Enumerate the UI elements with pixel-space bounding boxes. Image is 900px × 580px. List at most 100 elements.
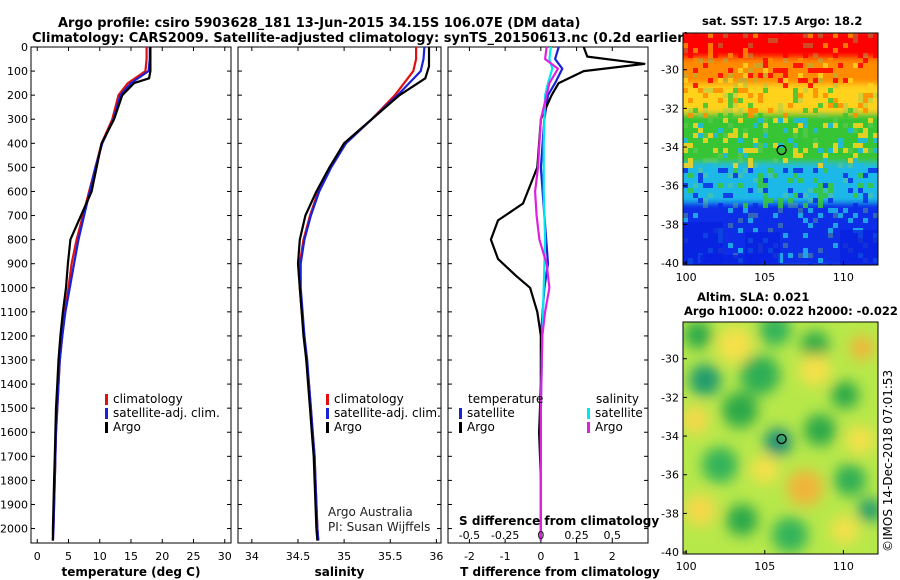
y-tick-label: 500 xyxy=(7,161,28,174)
sla-anomaly-blob xyxy=(799,354,831,386)
salinity-diff-tick-label: 0 xyxy=(537,529,544,542)
map-y-tick-label: -34 xyxy=(661,430,679,443)
series-line-argo xyxy=(296,47,431,541)
legend-swatch xyxy=(105,408,108,419)
map-y-tick-label: -36 xyxy=(661,180,679,193)
legend-label: Argo xyxy=(113,420,141,434)
salinity-diff-tick-label: -0.25 xyxy=(491,529,519,542)
legend-swatch xyxy=(459,408,462,419)
salinity-diff-tick-label: 0.25 xyxy=(564,529,589,542)
legend-swatch xyxy=(105,394,108,405)
credit-line-2: PI: Susan Wijffels xyxy=(328,520,430,534)
title-line-2: Climatology: CARS2009. Satellite-adjuste… xyxy=(32,31,690,46)
legend-label: satellite-adj. clim. xyxy=(334,406,441,420)
salinity-diff-axis-label: S difference from climatology xyxy=(459,514,659,528)
difference-profile-panel: -2 -1 0 1 2 T difference from climatology temp… xyxy=(447,46,660,579)
map-x-tick-label: 105 xyxy=(754,560,775,573)
legend-swatch xyxy=(587,422,590,433)
y-tick-label: 1700 xyxy=(0,450,28,463)
map-y-tick-label: -34 xyxy=(661,141,679,154)
map-x-tick-label: 105 xyxy=(754,271,775,284)
imos-stamp: ©IMOS 14-Dec-2018 07:01:53 xyxy=(881,370,895,552)
title-line-1: Argo profile: csiro 5903628_181 13-Jun-2… xyxy=(58,16,580,31)
map-y-tick-label: -30 xyxy=(661,64,679,77)
sla-map-subtitle: Argo h1000: 0.022 h2000: -0.022 xyxy=(684,304,898,318)
y-tick-label: 1900 xyxy=(0,498,28,511)
salinity-profile-panel: 34 34.5 35 35.5 36 salinity climatologysatelli… xyxy=(237,46,443,579)
difference-profile-frame xyxy=(447,46,649,544)
legend-label: satellite-adj. clim. xyxy=(113,406,220,420)
salinity-diff-tick-label: 0.5 xyxy=(604,529,622,542)
legend-swatch xyxy=(326,394,329,405)
y-tick-label: 400 xyxy=(7,137,28,150)
series-line-s-argo xyxy=(533,47,560,541)
sla-anomaly-blob xyxy=(726,504,758,536)
legend-title-temperature: temperature xyxy=(468,392,543,406)
legend-label: satellite xyxy=(467,406,515,420)
x-tick-label: 2 xyxy=(609,550,616,563)
legend-label: satellite xyxy=(595,406,643,420)
sst-map-title: sat. SST: 17.5 Argo: 18.2 xyxy=(702,14,862,28)
sla-anomaly-blob xyxy=(702,447,738,483)
series-line-satellite-adj-clim- xyxy=(299,47,426,541)
salinity-diff-tick-label: -0.5 xyxy=(459,529,480,542)
salinity-profile-frame xyxy=(237,46,442,544)
argo-float-marker xyxy=(776,433,787,445)
legend-label: climatology xyxy=(334,392,404,406)
sla-map-frame xyxy=(682,321,879,555)
y-tick-label: 100 xyxy=(7,65,28,78)
legend-swatch xyxy=(587,408,590,419)
sla-anomaly-blob xyxy=(831,516,859,544)
y-tick-label: 1400 xyxy=(0,378,28,391)
x-tick-label: 0 xyxy=(34,550,41,563)
x-tick-label: 35 xyxy=(337,550,351,563)
sla-anomaly-blob xyxy=(759,322,791,346)
x-axis-label: salinity xyxy=(315,565,365,579)
x-tick-label: 25 xyxy=(187,550,201,563)
sla-anomaly-blob xyxy=(684,322,712,349)
x-tick-label: 36 xyxy=(429,550,443,563)
y-tick-label: 1000 xyxy=(0,282,28,295)
temperature-profile-frame xyxy=(30,46,232,544)
sla-anomaly-blob xyxy=(834,464,866,496)
map-y-tick-label: -30 xyxy=(661,353,679,366)
y-tick-label: 0 xyxy=(21,41,28,54)
sla-map-title: Altim. SLA: 0.021 xyxy=(697,290,809,304)
legend-swatch xyxy=(326,408,329,419)
y-tick-label: 1100 xyxy=(0,306,28,319)
profile-panels: 0100200300400500600700800900100011001200… xyxy=(0,41,660,579)
sla-anomaly-blob xyxy=(858,498,878,522)
y-tick-label: 1600 xyxy=(0,426,28,439)
argo-float-marker xyxy=(776,144,787,156)
series-line-s-satellite xyxy=(539,47,554,541)
sla-anomaly-blob xyxy=(751,456,779,484)
series-line-climatology xyxy=(298,47,418,541)
legend-label: Argo xyxy=(467,420,495,434)
sla-map: Altim. SLA: 0.021 Argo h1000: 0.022 h200… xyxy=(661,290,898,573)
legend-label: Argo xyxy=(595,420,623,434)
temperature-profile-panel: 0100200300400500600700800900100011001200… xyxy=(0,41,232,579)
sst-map: sat. SST: 17.5 Argo: 18.2 100 105 110 -30 -3… xyxy=(661,14,879,284)
x-tick-label: 34.5 xyxy=(286,550,311,563)
legend-label: climatology xyxy=(113,392,183,406)
y-tick-label: 1200 xyxy=(0,330,28,343)
sla-anomaly-blob xyxy=(722,392,758,428)
y-tick-label: 600 xyxy=(7,185,28,198)
sla-anomaly-blob xyxy=(787,470,823,506)
y-tick-label: 2000 xyxy=(0,523,28,536)
x-tick-label: 10 xyxy=(93,550,107,563)
legend-swatch xyxy=(459,422,462,433)
x-tick-label: 30 xyxy=(218,550,232,563)
y-tick-label: 1800 xyxy=(0,474,28,487)
x-tick-label: 5 xyxy=(65,550,72,563)
y-tick-label: 300 xyxy=(7,113,28,126)
y-tick-label: 1500 xyxy=(0,402,28,415)
series-line-argo xyxy=(51,47,152,541)
x-tick-label: 20 xyxy=(155,550,169,563)
legend-label: Argo xyxy=(334,420,362,434)
map-y-tick-label: -38 xyxy=(661,507,679,520)
legend-swatch xyxy=(105,422,108,433)
x-tick-label: 35.5 xyxy=(378,550,403,563)
series-line-t-argo xyxy=(489,47,646,541)
